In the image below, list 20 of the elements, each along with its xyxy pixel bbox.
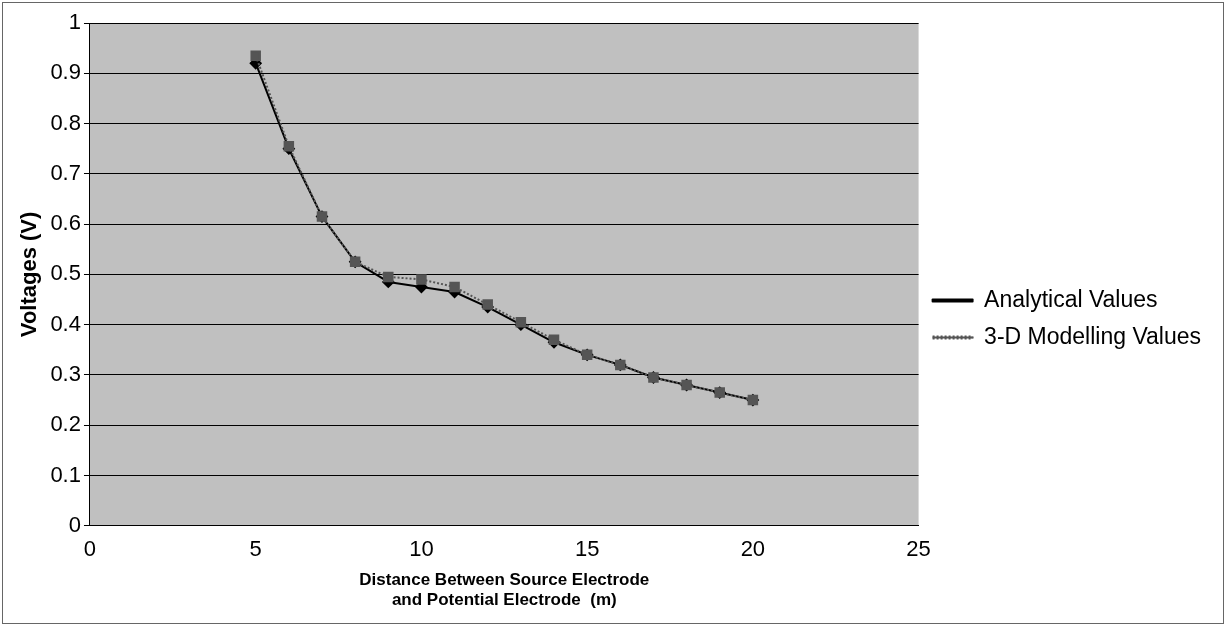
y-tick-label: 0.2 [50,411,81,437]
x-tick-label: 5 [249,536,262,562]
x-tick-label: 25 [906,536,931,562]
x-tick-label: 10 [409,536,434,562]
y-tick-label: 0.7 [50,159,81,185]
y-tick-label: 0.3 [50,361,81,387]
y-tick-label: 0.1 [50,461,81,487]
y-tick-label: 0.8 [50,109,81,135]
x-tick-label: 15 [574,536,600,562]
y-tick-label: 0.6 [50,210,81,236]
y-tick-label: 0.5 [50,260,81,286]
legend-label: 3-D Modelling Values [984,322,1201,349]
y-tick-label: 0.9 [50,59,81,85]
x-axis-title: Distance Between Source Electrode and Potential Electrode (m) [359,570,650,610]
y-tick-label: 1 [68,9,81,35]
legend-label: Analytical Values [984,285,1158,312]
y-tick-label: 0 [68,511,81,537]
y-tick-label: 0.4 [50,310,81,336]
y-axis-title: Voltages (V) [16,211,42,338]
x-tick-label: 20 [740,536,766,562]
